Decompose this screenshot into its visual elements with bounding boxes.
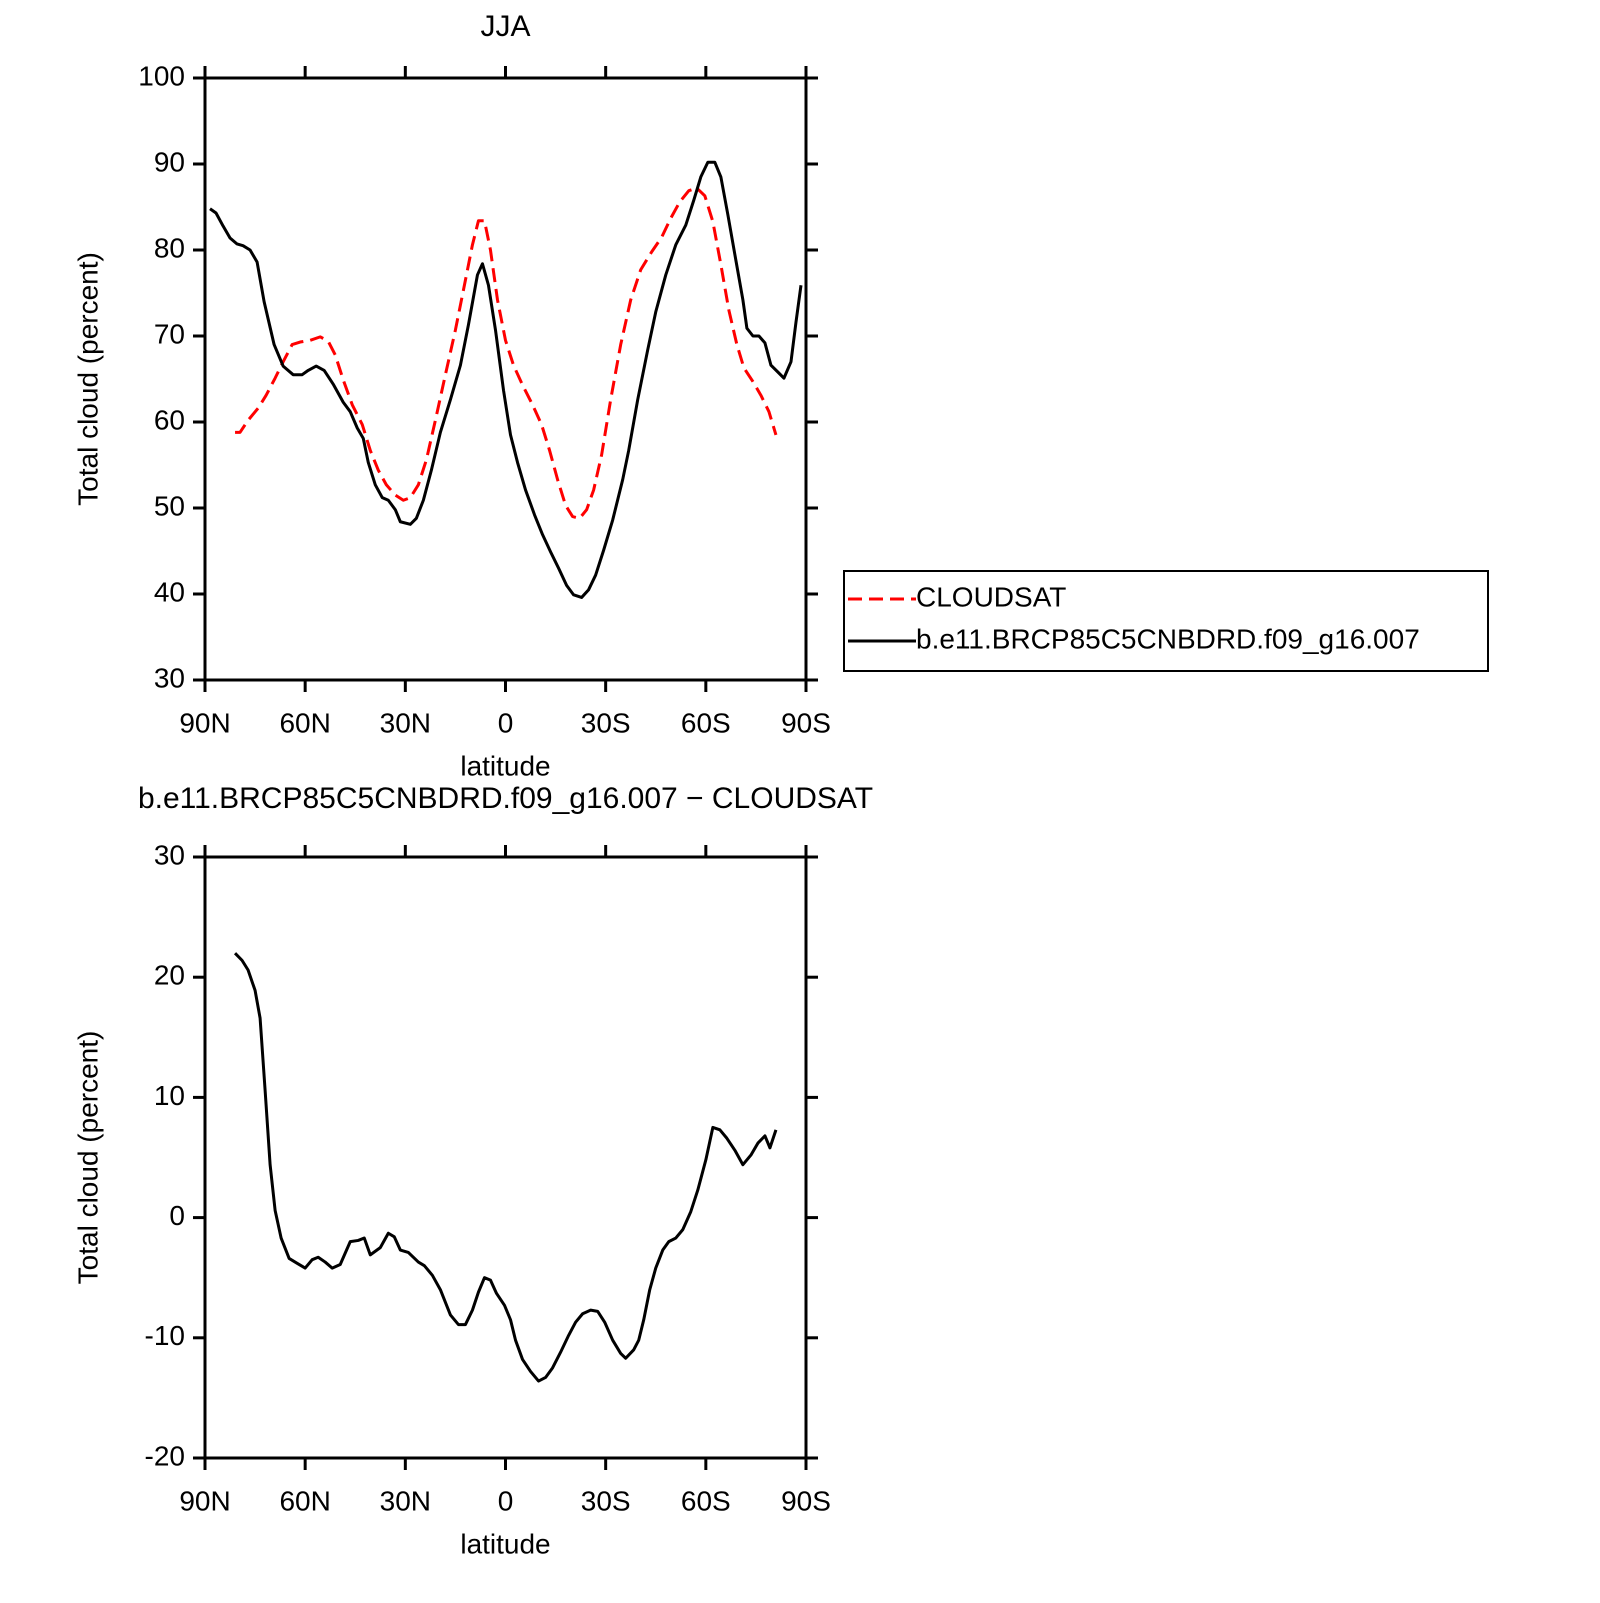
x-tick-label: 60S [681, 1485, 731, 1516]
y-tick-label: 40 [154, 576, 185, 607]
x-tick-label: 60N [279, 1485, 330, 1516]
legend-label: CLOUDSAT [916, 581, 1066, 612]
x-axis-label: latitude [460, 1528, 550, 1559]
y-tick-label: -20 [145, 1440, 185, 1471]
legend-box [843, 570, 1489, 672]
y-tick-label: 30 [154, 839, 185, 870]
x-tick-label: 60N [279, 707, 330, 738]
data-line [233, 952, 778, 1383]
x-tick-label: 30N [380, 707, 431, 738]
y-tick-label: 20 [154, 960, 185, 991]
y-tick-label: 90 [154, 146, 185, 177]
y-axis-label: Total cloud (percent) [72, 252, 103, 506]
y-tick-label: 0 [169, 1200, 185, 1231]
data-line [209, 160, 803, 599]
plot-frame [203, 855, 808, 1460]
x-tick-label: 30S [581, 1485, 631, 1516]
x-tick-label: 30N [380, 1485, 431, 1516]
y-tick-label: 80 [154, 232, 185, 263]
y-tick-label: 50 [154, 490, 185, 521]
x-tick-label: 90S [781, 707, 831, 738]
y-tick-label: 100 [138, 60, 185, 91]
chart-title: JJA [480, 10, 530, 43]
y-tick-label: 10 [154, 1080, 185, 1111]
x-tick-label: 90S [781, 1485, 831, 1516]
x-tick-label: 0 [498, 1485, 514, 1516]
y-tick-label: 60 [154, 404, 185, 435]
x-tick-label: 0 [498, 707, 514, 738]
x-tick-label: 90N [179, 707, 230, 738]
chart-title: b.e11.BRCP85C5CNBDRD.f09_g16.007 − CLOUD… [138, 782, 873, 815]
y-axis-label: Total cloud (percent) [72, 1031, 103, 1285]
x-tick-label: 90N [179, 1485, 230, 1516]
y-tick-label: 30 [154, 662, 185, 693]
data-line [235, 186, 778, 520]
y-tick-label: -10 [145, 1320, 185, 1351]
y-tick-label: 70 [154, 318, 185, 349]
legend-label: b.e11.BRCP85C5CNBDRD.f09_g16.007 [916, 623, 1420, 654]
x-tick-label: 60S [681, 707, 731, 738]
x-tick-label: 30S [581, 707, 631, 738]
x-axis-label: latitude [460, 750, 550, 781]
